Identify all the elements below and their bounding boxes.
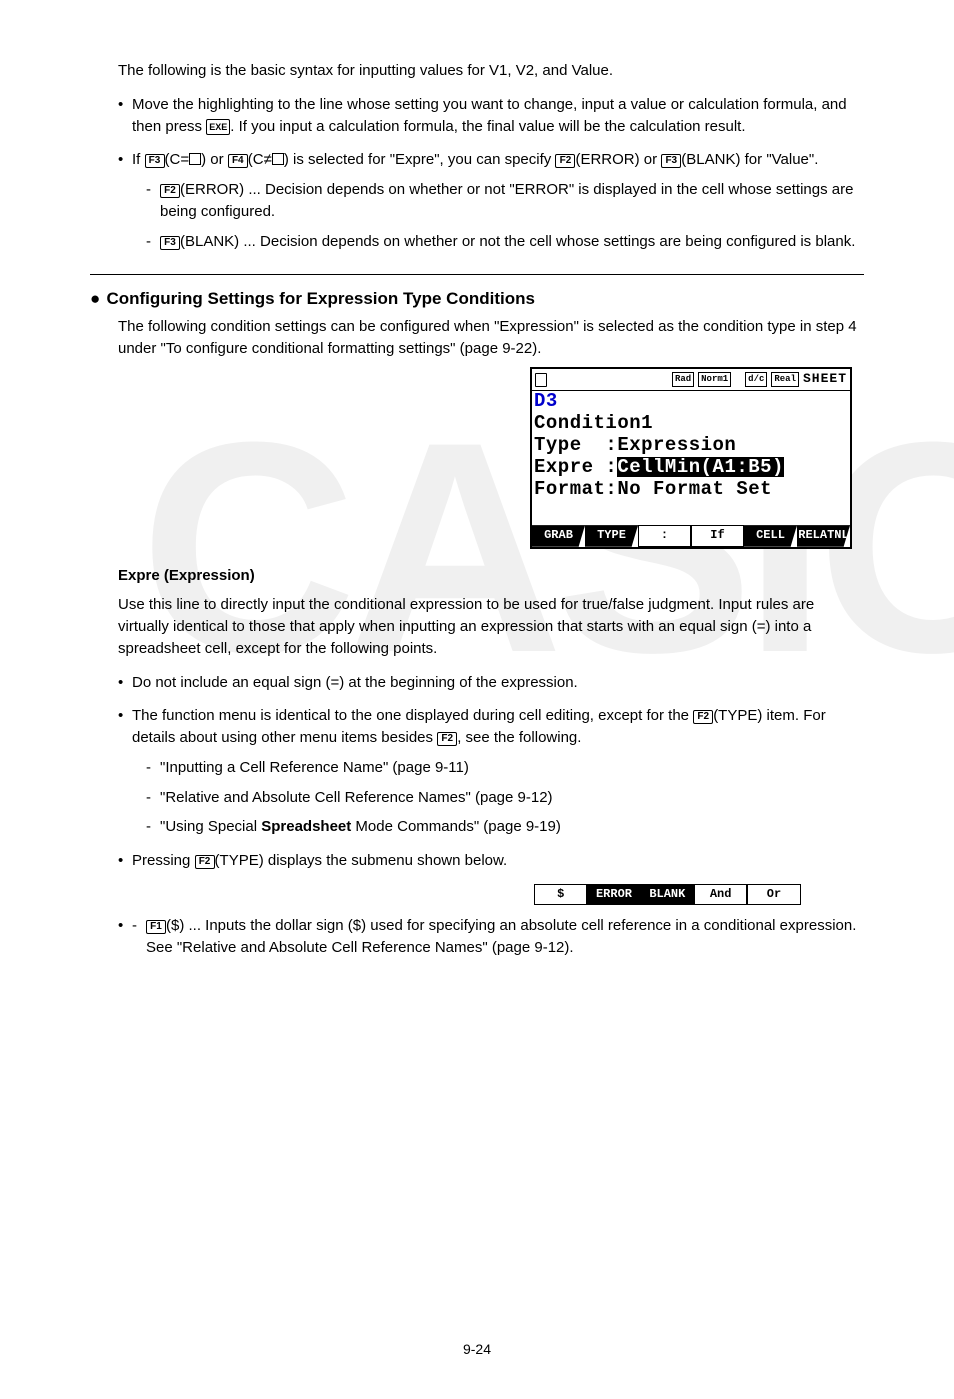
f2-key-icon: F2 [437, 732, 457, 746]
expre-heading: Expre (Expression) [118, 565, 864, 587]
calc-line: Format:No Format Set [534, 478, 772, 500]
f1-key-icon: F1 [146, 920, 166, 934]
text-fragment: ) is selected for "Expre", you can speci… [284, 151, 556, 168]
sub-list-item: F3(BLANK) ... Decision depends on whethe… [146, 231, 864, 253]
bullet-item: Do not include an equal sign (=) at the … [118, 672, 864, 694]
calc-status-bar: Rad Norm1 d/c Real SHEET [532, 369, 850, 391]
text-fragment: (BLANK) for "Value". [681, 151, 818, 168]
sub-list: F1($) ... Inputs the dollar sign ($) use… [132, 915, 864, 959]
subkey-dollar: $ [534, 884, 587, 905]
blank-box-icon [189, 153, 201, 165]
submenu-desc-list: F1($) ... Inputs the dollar sign ($) use… [90, 915, 864, 959]
status-sheet: SHEET [803, 370, 847, 389]
sub-list-item: F1($) ... Inputs the dollar sign ($) use… [132, 915, 864, 959]
text-fragment: . If you input a calculation formula, th… [230, 118, 745, 135]
sub-list-item: "Using Special Spreadsheet Mode Commands… [146, 816, 864, 838]
f3-key-icon: F3 [145, 154, 165, 168]
status-real: Real [771, 372, 799, 387]
f2-key-icon: F2 [195, 855, 215, 869]
section-divider [90, 274, 864, 275]
text-fragment: (ERROR) ... Decision depends on whether … [160, 181, 853, 220]
subkey-blank: BLANK [641, 884, 694, 905]
heading-bullet-icon: ● [90, 289, 100, 308]
bullet-item: Move the highlighting to the line whose … [118, 94, 864, 138]
expre-paragraph: Use this line to directly input the cond… [118, 594, 864, 659]
intro-text: The following is the basic syntax for in… [118, 60, 864, 82]
exe-key-icon: EXE [206, 119, 230, 135]
calc-line-label: Expre : [534, 456, 617, 478]
text-fragment: The function menu is identical to the on… [132, 707, 693, 724]
f2-key-icon: F2 [555, 154, 575, 168]
bullet-item: Pressing F2(TYPE) displays the submenu s… [118, 850, 864, 872]
calc-body: D3 Condition1 Type :Expression Expre :Ce… [532, 391, 850, 519]
calc-cell-ref: D3 [534, 390, 558, 412]
sub-list-item: F2(ERROR) ... Decision depends on whethe… [146, 179, 864, 223]
text-fragment: Pressing [132, 852, 195, 869]
sub-list: F2(ERROR) ... Decision depends on whethe… [132, 179, 864, 252]
sub-list-item: "Inputting a Cell Reference Name" (page … [146, 757, 864, 779]
calc-highlighted-expr: CellMin(A1:B5) [617, 457, 784, 477]
text-fragment: (TYPE) displays the submenu shown below. [215, 852, 508, 869]
list-item: F1($) ... Inputs the dollar sign ($) use… [118, 915, 864, 959]
bullet-item: If F3(C=) or F4(C≠) is selected for "Exp… [118, 149, 864, 252]
status-dc: d/c [745, 372, 767, 387]
text-fragment: Do not include an equal sign (=) at the … [132, 674, 578, 691]
calc-line: Condition1 [534, 412, 653, 434]
status-rad: Rad [672, 372, 694, 387]
calc-line: Type :Expression [534, 434, 736, 456]
submenu-bar: $ ERROR BLANK And Or [534, 884, 852, 905]
text-fragment: , see the following. [457, 729, 581, 746]
f2-key-icon: F2 [160, 184, 180, 198]
sub-list: "Inputting a Cell Reference Name" (page … [132, 757, 864, 838]
fkey-grab: GRAB [532, 525, 585, 546]
text-fragment: (BLANK) ... Decision depends on whether … [180, 233, 855, 250]
text-fragment: (C= [165, 151, 190, 168]
expre-bullet-list: Do not include an equal sign (=) at the … [90, 672, 864, 872]
f3-key-icon: F3 [661, 154, 681, 168]
text-fragment: (C≠ [248, 151, 272, 168]
page-number: 9-24 [90, 1339, 864, 1359]
bold-text: Spreadsheet [261, 818, 351, 835]
top-bullet-list: Move the highlighting to the line whose … [90, 94, 864, 253]
section-heading-row: ● Configuring Settings for Expression Ty… [90, 287, 864, 312]
battery-icon [535, 373, 547, 387]
subkey-error: ERROR [587, 884, 640, 905]
subkey-or: Or [747, 884, 800, 905]
fkey-type: TYPE [585, 525, 638, 546]
f3-key-icon: F3 [160, 236, 180, 250]
text-fragment: (ERROR) or [575, 151, 661, 168]
text-fragment: ) or [201, 151, 228, 168]
text-fragment: If [132, 151, 145, 168]
f4-key-icon: F4 [228, 154, 248, 168]
fkey-if: If [691, 525, 744, 546]
fkey-relatnl: RELATNL [797, 525, 850, 546]
subkey-and: And [694, 884, 747, 905]
calc-fkey-row: GRAB TYPE : If CELL RELATNL [532, 525, 850, 546]
section-heading: Configuring Settings for Expression Type… [106, 289, 534, 308]
section-intro: The following condition settings can be … [118, 316, 864, 360]
fkey-colon: : [638, 525, 691, 546]
text-fragment: Mode Commands" (page 9-19) [351, 818, 561, 835]
bullet-item: The function menu is identical to the on… [118, 705, 864, 838]
status-norm: Norm1 [698, 372, 731, 387]
f2-key-icon: F2 [693, 710, 713, 724]
text-fragment: ($) ... Inputs the dollar sign ($) used … [146, 917, 856, 956]
blank-box-icon [272, 153, 284, 165]
text-fragment: "Using Special [160, 818, 261, 835]
calculator-screenshot: Rad Norm1 d/c Real SHEET D3 Condition1 T… [530, 367, 852, 548]
fkey-cell: CELL [744, 525, 797, 546]
sub-list-item: "Relative and Absolute Cell Reference Na… [146, 787, 864, 809]
